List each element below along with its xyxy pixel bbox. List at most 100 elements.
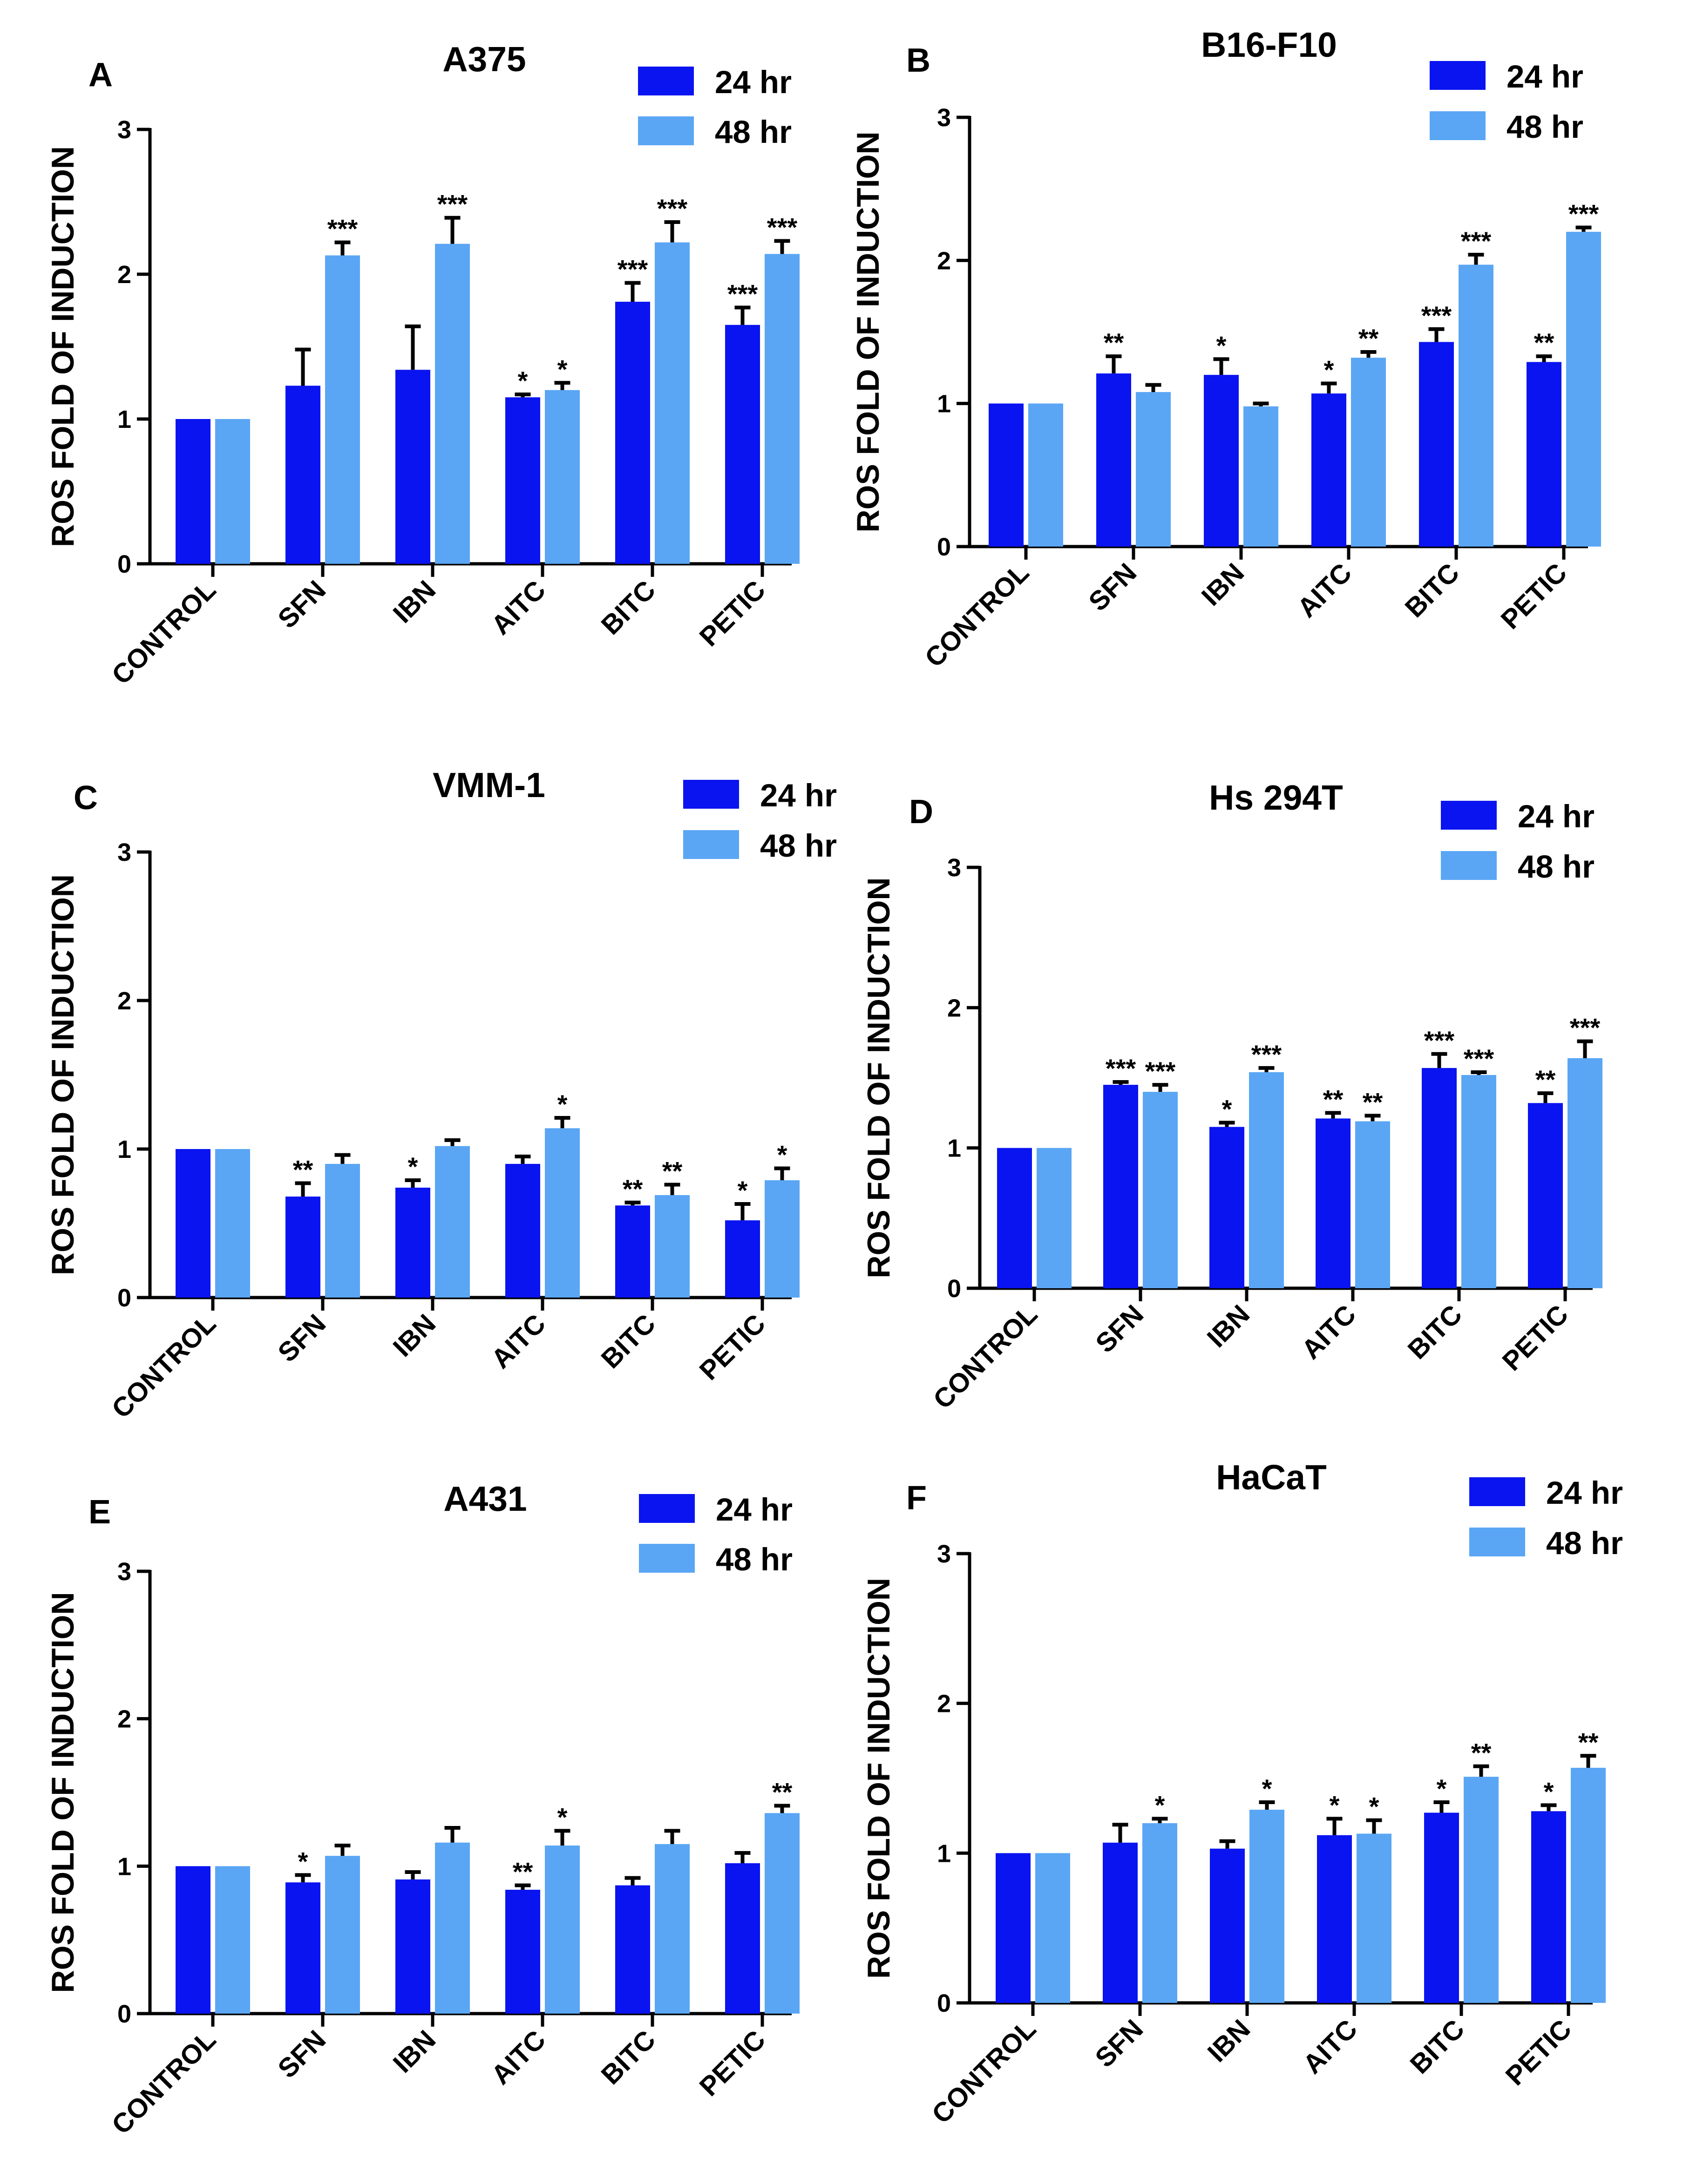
panel-letter: E bbox=[88, 1494, 111, 1531]
bar-aitc-48hr bbox=[545, 1846, 580, 2014]
bar-sfn-24hr bbox=[285, 1882, 320, 2014]
bar-ibn-48hr bbox=[435, 1842, 470, 2014]
x-tick-label: AITC bbox=[486, 575, 552, 641]
panel-letter: C bbox=[74, 779, 98, 817]
bar-bitc-48hr bbox=[1464, 1777, 1499, 2003]
legend-label: 48 hr bbox=[715, 114, 792, 150]
bar-sfn-24hr bbox=[285, 1197, 320, 1298]
bar-sfn-24hr bbox=[1103, 1085, 1138, 1288]
x-tick-label: SFN bbox=[272, 1308, 332, 1368]
y-axis-label: ROS FOLD OF INDUCTION bbox=[861, 1578, 896, 1979]
bar-bitc-24hr bbox=[615, 302, 650, 564]
x-tick-label: AITC bbox=[486, 2024, 552, 2090]
x-tick-label: BITC bbox=[1399, 557, 1466, 623]
bar-control-48hr bbox=[215, 1149, 250, 1298]
significance-label: *** bbox=[1568, 199, 1599, 229]
chart-title: Hs 294T bbox=[1209, 778, 1343, 817]
y-tick-label: 0 bbox=[937, 1989, 951, 2017]
legend-label: 48 hr bbox=[1507, 109, 1583, 145]
bar-ibn-24hr bbox=[395, 1187, 430, 1298]
chart-title: VMM-1 bbox=[433, 765, 545, 805]
bar-petic-24hr bbox=[725, 1863, 760, 2014]
bar-control-24hr bbox=[176, 419, 210, 564]
bar-control-48hr bbox=[215, 1866, 250, 2014]
significance-label: *** bbox=[1251, 1040, 1282, 1069]
significance-label: * bbox=[1216, 331, 1227, 360]
chart-title: HaCaT bbox=[1216, 1458, 1327, 1497]
bar-ibn-24hr bbox=[1204, 375, 1239, 547]
bar-aitc-48hr bbox=[1351, 358, 1386, 547]
legend-swatch-48hr bbox=[1469, 1528, 1525, 1556]
significance-label: *** bbox=[1464, 1044, 1494, 1073]
bar-sfn-48hr bbox=[325, 1163, 360, 1298]
significance-label: * bbox=[1155, 1790, 1165, 1819]
legend-swatch-48hr bbox=[639, 1544, 695, 1573]
significance-label: ** bbox=[662, 1156, 683, 1186]
bar-ibn-24hr bbox=[395, 370, 430, 564]
x-tick-label: BITC bbox=[596, 1308, 662, 1374]
significance-label: * bbox=[298, 1846, 308, 1876]
significance-label: *** bbox=[727, 279, 758, 309]
x-tick-label: IBN bbox=[387, 1308, 442, 1363]
significance-label: * bbox=[738, 1176, 748, 1205]
bar-sfn-48hr bbox=[325, 255, 360, 564]
legend-swatch-48hr bbox=[638, 116, 694, 145]
x-tick-label: PETIC bbox=[693, 2024, 771, 2102]
y-axis-label: ROS FOLD OF INDUCTION bbox=[861, 877, 896, 1278]
x-tick-label: IBN bbox=[1196, 557, 1250, 612]
y-tick-label: 3 bbox=[117, 1558, 131, 1586]
x-tick-label: PETIC bbox=[693, 1308, 771, 1386]
bar-aitc-24hr bbox=[505, 397, 540, 564]
x-tick-label: PETIC bbox=[1495, 557, 1573, 635]
y-tick-label: 1 bbox=[947, 1135, 961, 1163]
bar-control-24hr bbox=[176, 1866, 210, 2014]
bar-sfn-24hr bbox=[285, 385, 320, 564]
legend-swatch-48hr bbox=[1430, 111, 1486, 140]
y-tick-label: 3 bbox=[117, 116, 131, 144]
y-tick-label: 1 bbox=[117, 406, 131, 433]
y-tick-label: 1 bbox=[937, 1839, 951, 1867]
bar-ibn-48hr bbox=[435, 243, 470, 564]
legend-swatch-48hr bbox=[683, 830, 739, 859]
y-tick-label: 1 bbox=[117, 1853, 131, 1880]
x-tick-label: BITC bbox=[596, 2024, 662, 2090]
y-axis-label: ROS FOLD OF INDUCTION bbox=[45, 1592, 81, 1993]
bar-aitc-48hr bbox=[545, 390, 580, 564]
bar-petic-48hr bbox=[765, 1813, 800, 2014]
y-tick-label: 3 bbox=[937, 1540, 951, 1568]
chart-panel-f: F HaCaT 24 hr 48 hr ROS FOLD OF INDUCTION 0 1 2… bbox=[861, 1458, 1623, 2130]
bar-petic-48hr bbox=[1566, 231, 1601, 547]
x-tick-label: SFN bbox=[1089, 2014, 1149, 2073]
y-tick-label: 1 bbox=[117, 1136, 131, 1163]
x-tick-label: AITC bbox=[1292, 557, 1358, 623]
bar-petic-24hr bbox=[725, 1220, 760, 1298]
y-tick-label: 0 bbox=[117, 550, 131, 578]
significance-label: *** bbox=[767, 212, 798, 242]
bar-aitc-48hr bbox=[545, 1128, 580, 1298]
significance-label: * bbox=[1369, 1792, 1379, 1821]
bar-bitc-24hr bbox=[1419, 342, 1454, 547]
x-tick-label: AITC bbox=[486, 1308, 552, 1374]
significance-label: *** bbox=[1421, 301, 1452, 330]
y-tick-label: 0 bbox=[947, 1275, 961, 1303]
significance-label: * bbox=[518, 366, 528, 395]
significance-label: * bbox=[1262, 1774, 1272, 1803]
significance-label: ** bbox=[1535, 1065, 1556, 1094]
y-tick-label: 2 bbox=[117, 261, 131, 289]
significance-label: * bbox=[557, 354, 568, 384]
y-tick-label: 2 bbox=[937, 247, 951, 275]
significance-label: ** bbox=[513, 1857, 533, 1886]
legend-swatch-24hr bbox=[683, 780, 739, 809]
y-tick-label: 2 bbox=[117, 1705, 131, 1733]
panel-letter: B bbox=[906, 42, 930, 79]
x-tick-label: SFN bbox=[272, 2024, 332, 2084]
legend-label: 24 hr bbox=[1507, 59, 1583, 95]
bar-ibn-48hr bbox=[1243, 406, 1278, 547]
significance-label: *** bbox=[657, 194, 688, 223]
legend-swatch-24hr bbox=[1469, 1477, 1525, 1506]
bar-aitc-24hr bbox=[1316, 1118, 1350, 1288]
bar-aitc-24hr bbox=[1311, 393, 1346, 547]
bar-sfn-48hr bbox=[325, 1856, 360, 2014]
legend-label: 24 hr bbox=[1546, 1475, 1623, 1511]
legend-label: 24 hr bbox=[716, 1492, 793, 1528]
